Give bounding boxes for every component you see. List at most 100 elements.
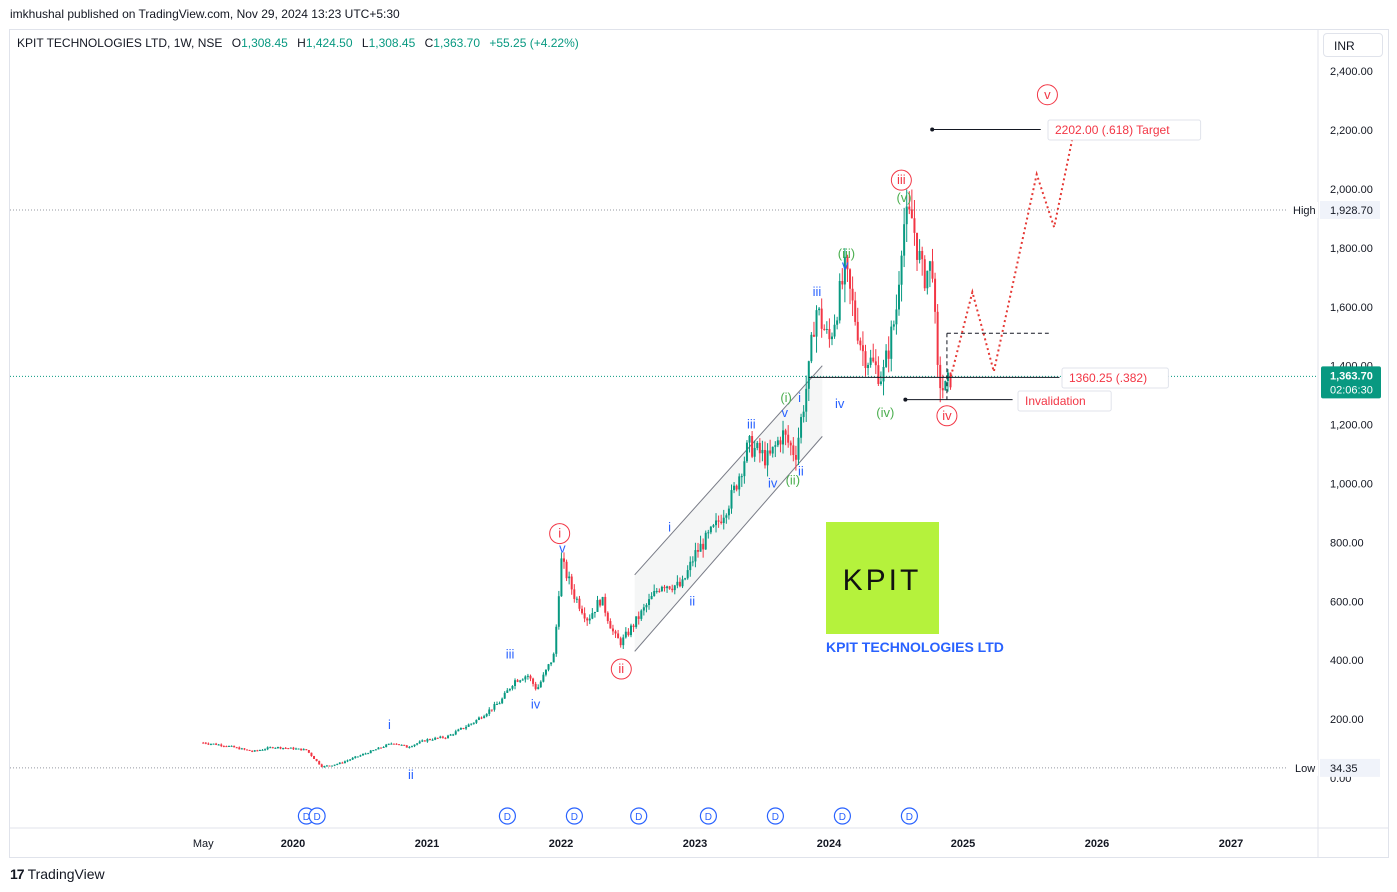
y-tick-label: 200.00 (1330, 714, 1364, 726)
candle-body (300, 748, 303, 751)
dividend-marker-label: D (772, 812, 779, 823)
candle-body (936, 311, 939, 365)
candle-body (921, 250, 924, 260)
candle-body (655, 590, 658, 592)
wave-label: iii (747, 417, 756, 432)
candle-body (560, 558, 563, 597)
candle-body (614, 631, 617, 634)
candle-body (243, 748, 246, 750)
candle-body (591, 613, 594, 619)
dividend-marker[interactable] (630, 807, 648, 825)
candle-body (343, 761, 346, 763)
candle-body (555, 626, 558, 654)
candle-body (864, 351, 867, 369)
candle-body (931, 261, 934, 279)
candle-body (648, 599, 651, 606)
legend-symbol[interactable]: KPIT TECHNOLOGIES LTD, 1W, NSE (17, 36, 223, 50)
candle-body (627, 631, 630, 636)
candle-body (477, 717, 480, 720)
candle-body (557, 596, 560, 627)
wave-label: iv (531, 696, 541, 711)
fib-label-box (1061, 367, 1169, 389)
candle-body (294, 748, 297, 750)
candle-body (926, 270, 929, 289)
candle-body (341, 762, 344, 764)
candle-body (418, 741, 421, 744)
kpit-caption: KPIT TECHNOLOGIES LTD (826, 639, 1004, 655)
candle-body (532, 678, 535, 684)
wave-label: v (782, 405, 789, 420)
wave-label: (iv) (876, 405, 894, 420)
x-tick-label: 2020 (281, 838, 305, 850)
wave-label: iv (835, 396, 845, 411)
candle-body (617, 633, 620, 639)
candle-body (895, 309, 898, 325)
candle-body (869, 357, 872, 365)
dividend-marker[interactable] (308, 807, 326, 825)
candle-body (385, 744, 388, 747)
candle-body (593, 611, 596, 614)
candle-body (599, 600, 602, 606)
dividend-marker[interactable] (565, 807, 584, 825)
candle-body (568, 576, 571, 579)
candle-body (681, 579, 684, 587)
candle-body (916, 232, 919, 260)
candle-body (908, 206, 911, 210)
dividend-marker[interactable] (833, 807, 852, 825)
candle-body (271, 747, 274, 749)
candle-body (282, 747, 285, 749)
dividend-marker-label: D (571, 812, 578, 823)
candle-body (230, 745, 233, 747)
candle-body (606, 612, 609, 622)
y-tick-label: 2,200.00 (1330, 125, 1373, 137)
candle-body (305, 749, 308, 751)
candle-body (547, 664, 550, 670)
candle-body (820, 308, 823, 329)
candle-body (233, 745, 236, 748)
dividend-marker[interactable] (766, 807, 785, 825)
candle-body (843, 256, 846, 285)
candle-body (815, 310, 818, 337)
candle-body (423, 740, 426, 742)
x-tick-label: 2024 (817, 838, 842, 850)
candle-body (733, 485, 736, 491)
candle-body (537, 687, 540, 690)
wave-circle (936, 405, 958, 427)
candle-body (604, 596, 607, 613)
candle-body (696, 550, 699, 552)
ohlc-legend: KPIT TECHNOLOGIES LTD, 1W, NSE O1,308.45… (17, 36, 579, 50)
candle-body (483, 716, 486, 719)
candle-body (544, 669, 547, 675)
candle-body (877, 365, 880, 384)
candle-body (622, 637, 625, 646)
candle-body (441, 736, 444, 738)
candle-body (534, 683, 537, 690)
low-value: 34.35 (1330, 763, 1358, 775)
tradingview-logo-icon: 17 (10, 866, 25, 882)
kpit-logo-box (826, 522, 939, 634)
dividend-marker[interactable] (900, 807, 919, 825)
tradingview-brand[interactable]: 17 TradingView (10, 866, 105, 882)
wave-label: ii (798, 464, 804, 479)
candle-body (204, 742, 207, 744)
candle-body (452, 734, 455, 736)
candle-body (313, 756, 316, 760)
y-tick-label: 400.00 (1330, 655, 1364, 667)
wave-circle (610, 658, 632, 680)
candle-body (542, 674, 545, 682)
candle-body (514, 680, 517, 686)
candle-body (751, 436, 754, 457)
candle-body (702, 543, 705, 550)
wave-label: (i) (780, 390, 792, 405)
candle-body (413, 744, 416, 747)
candle-body (539, 681, 542, 688)
y-tick-label: 800.00 (1330, 537, 1364, 549)
dividend-marker[interactable] (699, 807, 718, 825)
dividend-marker[interactable] (498, 807, 516, 825)
currency-button[interactable]: INR (1323, 33, 1383, 57)
candle-body (212, 743, 215, 745)
candle-body (320, 764, 323, 767)
candle-body (475, 719, 478, 723)
candle-body (686, 570, 689, 579)
